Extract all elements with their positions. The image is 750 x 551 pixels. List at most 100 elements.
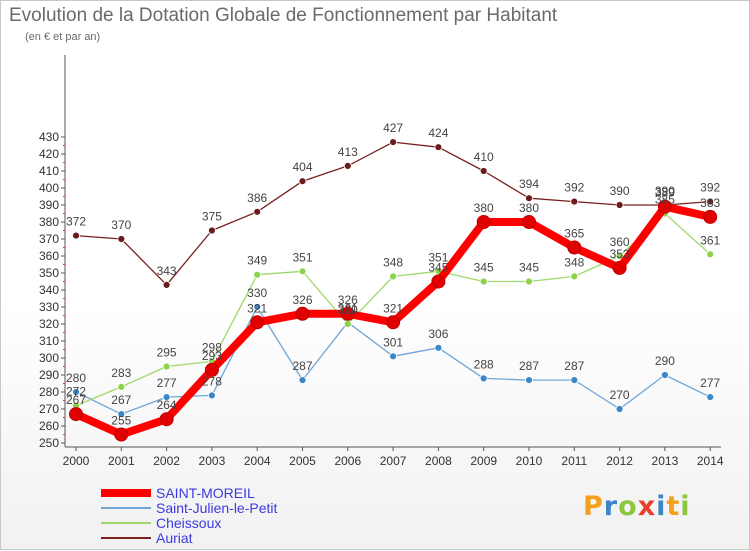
data-point-auriat bbox=[298, 177, 307, 186]
data-label-saint-moreil: 383 bbox=[700, 196, 720, 210]
data-point-auriat bbox=[253, 207, 262, 216]
data-point-auriat bbox=[343, 161, 352, 170]
y-tick-label: 390 bbox=[39, 198, 59, 212]
y-tick-label: 360 bbox=[39, 249, 59, 263]
data-label-saint-julien-le-petit: 306 bbox=[428, 327, 448, 341]
data-point-saint-julien-le-petit bbox=[253, 303, 262, 311]
legend-label: Saint-Julien-le-Petit bbox=[156, 500, 278, 516]
data-point-saint-julien-le-petit bbox=[434, 343, 443, 352]
y-tick-label: 260 bbox=[39, 419, 59, 433]
data-point-saint-julien-le-petit bbox=[615, 405, 624, 413]
data-point-saint-moreil bbox=[567, 240, 582, 255]
data-point-saint-julien-le-petit bbox=[479, 374, 488, 383]
y-tick-label: 310 bbox=[39, 334, 59, 348]
data-point-saint-moreil bbox=[522, 215, 536, 229]
x-tick-label: 2011 bbox=[561, 454, 587, 468]
data-label-auriat: 410 bbox=[474, 150, 494, 164]
data-label-cheissoux: 360 bbox=[610, 235, 630, 249]
proxiti-logo: Proxiti bbox=[583, 491, 691, 522]
logo-letter: P bbox=[583, 491, 604, 522]
data-point-cheissoux bbox=[389, 272, 398, 281]
data-label-auriat: 372 bbox=[66, 215, 86, 229]
data-point-saint-julien-le-petit bbox=[661, 371, 669, 379]
legend-swatch bbox=[101, 522, 151, 524]
logo-letter: i bbox=[680, 491, 691, 522]
data-point-cheissoux bbox=[570, 272, 579, 281]
y-tick-label: 350 bbox=[39, 266, 59, 280]
data-label-saint-moreil: 365 bbox=[564, 227, 584, 241]
y-tick-label: 250 bbox=[39, 436, 59, 450]
data-point-saint-moreil bbox=[703, 209, 718, 224]
data-point-saint-moreil bbox=[431, 274, 446, 289]
data-label-saint-moreil: 380 bbox=[519, 201, 539, 215]
data-label-auriat: 392 bbox=[700, 181, 720, 195]
x-tick-label: 2010 bbox=[516, 454, 543, 468]
data-label-cheissoux: 361 bbox=[700, 233, 720, 247]
data-label-cheissoux: 348 bbox=[383, 255, 403, 269]
data-label-cheissoux: 385 bbox=[655, 193, 675, 207]
data-point-saint-moreil bbox=[69, 407, 83, 422]
data-point-saint-julien-le-petit bbox=[389, 352, 398, 361]
legend-label: Cheissoux bbox=[156, 515, 222, 531]
data-label-saint-julien-le-petit: 270 bbox=[610, 388, 630, 402]
y-tick-label: 380 bbox=[39, 215, 59, 229]
data-label-saint-moreil: 267 bbox=[66, 393, 86, 407]
data-label-saint-moreil: 321 bbox=[383, 301, 403, 315]
data-point-cheissoux bbox=[479, 277, 488, 286]
data-point-cheissoux bbox=[615, 252, 624, 260]
data-point-auriat bbox=[570, 197, 579, 206]
logo-letter: x bbox=[637, 491, 657, 522]
data-label-auriat: 370 bbox=[111, 218, 131, 232]
y-tick-label: 400 bbox=[39, 181, 59, 195]
data-label-cheissoux: 298 bbox=[202, 340, 222, 354]
data-point-auriat bbox=[389, 138, 398, 147]
data-label-cheissoux: 320 bbox=[338, 303, 358, 317]
data-label-auriat: 375 bbox=[202, 210, 222, 224]
data-point-saint-moreil bbox=[250, 315, 265, 330]
data-label-auriat: 392 bbox=[564, 181, 584, 195]
data-label-saint-julien-le-petit: 287 bbox=[519, 359, 539, 373]
data-point-saint-moreil bbox=[612, 260, 627, 275]
x-tick-label: 2012 bbox=[606, 454, 633, 468]
chart-title: Evolution de la Dotation Globale de Fonc… bbox=[9, 5, 558, 26]
data-label-cheissoux: 348 bbox=[564, 255, 584, 269]
data-point-saint-moreil bbox=[386, 315, 401, 330]
data-point-auriat bbox=[525, 194, 533, 203]
data-point-saint-moreil bbox=[159, 412, 174, 427]
data-point-auriat bbox=[72, 231, 80, 240]
data-point-saint-julien-le-petit bbox=[117, 410, 126, 419]
data-label-auriat: 390 bbox=[655, 184, 675, 198]
data-point-auriat bbox=[117, 235, 126, 243]
data-point-auriat bbox=[162, 280, 171, 289]
data-label-saint-julien-le-petit: 277 bbox=[157, 376, 177, 390]
data-point-saint-julien-le-petit bbox=[570, 376, 579, 385]
data-label-cheissoux: 351 bbox=[428, 250, 448, 264]
data-label-saint-moreil: 293 bbox=[202, 349, 222, 363]
data-label-saint-moreil: 353 bbox=[610, 247, 630, 261]
data-point-saint-moreil bbox=[204, 362, 219, 377]
data-label-saint-moreil: 255 bbox=[111, 414, 131, 428]
logo-letter: r bbox=[603, 491, 619, 522]
legend-swatch bbox=[101, 537, 151, 539]
data-label-saint-moreil: 345 bbox=[428, 261, 448, 275]
data-label-auriat: 404 bbox=[292, 160, 312, 174]
y-tick-label: 320 bbox=[39, 317, 59, 331]
x-tick-label: 2002 bbox=[153, 454, 180, 468]
data-label-auriat: 424 bbox=[428, 126, 448, 140]
chart-subtitle: (en € et par an) bbox=[25, 31, 101, 43]
data-point-saint-julien-le-petit bbox=[525, 376, 533, 385]
y-tick-label: 430 bbox=[39, 130, 59, 144]
data-label-cheissoux: 345 bbox=[519, 261, 539, 275]
x-tick-label: 2006 bbox=[334, 454, 361, 468]
data-label-cheissoux: 272 bbox=[66, 385, 86, 399]
y-tick-label: 410 bbox=[39, 164, 59, 178]
x-tick-label: 2005 bbox=[289, 454, 316, 468]
data-point-saint-moreil bbox=[340, 306, 355, 321]
y-tick-label: 370 bbox=[39, 232, 59, 246]
y-tick-label: 270 bbox=[39, 402, 59, 416]
data-label-saint-moreil: 326 bbox=[338, 293, 358, 307]
data-point-cheissoux bbox=[525, 277, 533, 286]
data-point-saint-julien-le-petit bbox=[162, 393, 171, 402]
data-point-auriat bbox=[434, 143, 443, 152]
